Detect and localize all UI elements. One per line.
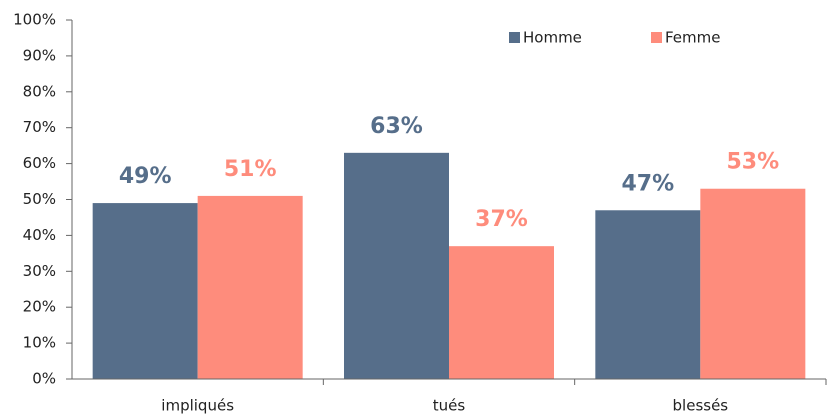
bar xyxy=(449,246,554,379)
y-tick-label: 10% xyxy=(23,334,56,352)
y-tick-label: 40% xyxy=(23,226,56,244)
y-tick-label: 30% xyxy=(23,262,56,280)
x-tick-label: tués xyxy=(433,397,466,415)
y-tick-label: 100% xyxy=(13,11,56,29)
legend-label: Femme xyxy=(665,29,721,47)
value-label: 51% xyxy=(224,157,277,182)
legend-swatch xyxy=(651,32,662,43)
value-label: 63% xyxy=(370,114,423,139)
y-tick-label: 70% xyxy=(23,118,56,136)
y-tick-label: 60% xyxy=(23,154,56,172)
value-label: 49% xyxy=(119,164,172,189)
x-tick-label: impliqués xyxy=(161,397,234,415)
bar xyxy=(700,188,806,379)
y-tick-label: 0% xyxy=(32,370,56,388)
bar xyxy=(595,210,701,379)
value-label: 37% xyxy=(475,207,528,232)
value-label: 53% xyxy=(726,150,779,175)
bar xyxy=(92,203,198,379)
y-tick-label: 20% xyxy=(23,298,56,316)
y-tick-label: 80% xyxy=(23,82,56,100)
bar xyxy=(197,195,303,379)
x-tick-label: blessés xyxy=(673,397,729,415)
y-tick-label: 50% xyxy=(23,190,56,208)
legend-label: Homme xyxy=(523,29,582,47)
y-tick-label: 90% xyxy=(23,46,56,64)
value-label: 47% xyxy=(621,171,674,196)
bar xyxy=(344,152,449,379)
legend-swatch xyxy=(509,32,520,43)
